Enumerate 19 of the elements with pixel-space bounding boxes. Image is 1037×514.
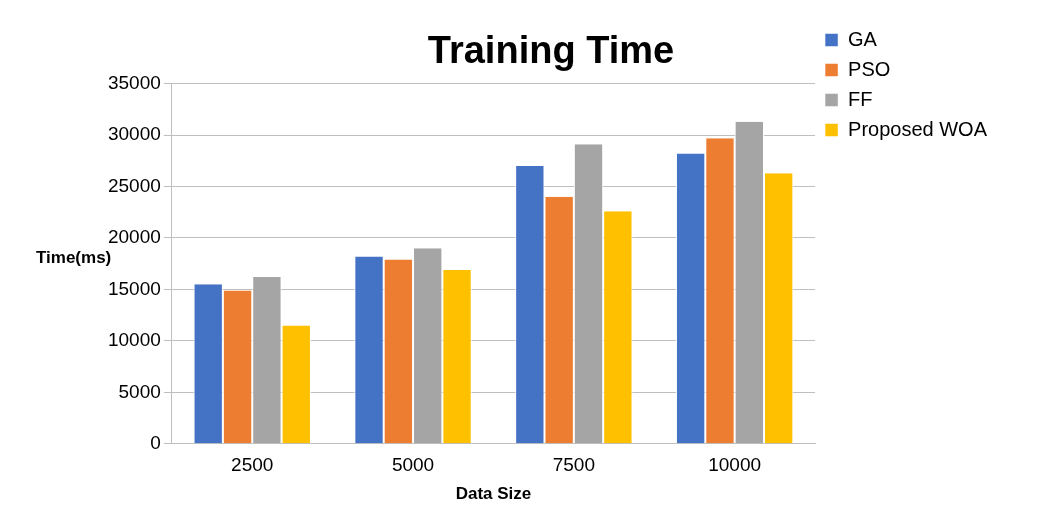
y-tick-label: 5000 — [118, 380, 161, 402]
y-axis-title: Time(ms) — [36, 248, 112, 268]
y-tick-label: 30000 — [107, 123, 161, 145]
x-tick-label: 2500 — [231, 454, 274, 476]
y-tick-label: 10000 — [107, 329, 161, 351]
x-tick-label: 10000 — [708, 454, 762, 476]
legend-label: GA — [848, 27, 878, 50]
y-tick-label: 35000 — [107, 71, 161, 93]
legend-label: FF — [848, 87, 873, 110]
legend-label: PSO — [848, 57, 891, 80]
x-tick-label: 5000 — [391, 454, 435, 476]
y-tick-label: 20000 — [107, 226, 161, 248]
chart-title: Training Time — [427, 29, 675, 72]
y-tick-label: 0 — [150, 432, 161, 454]
y-tick-label: 25000 — [107, 174, 161, 196]
x-axis-title: Data Size — [455, 484, 532, 504]
x-tick-label: 7500 — [552, 454, 595, 476]
legend-label: Proposed WOA — [848, 117, 988, 140]
y-tick-label: 15000 — [107, 277, 161, 299]
